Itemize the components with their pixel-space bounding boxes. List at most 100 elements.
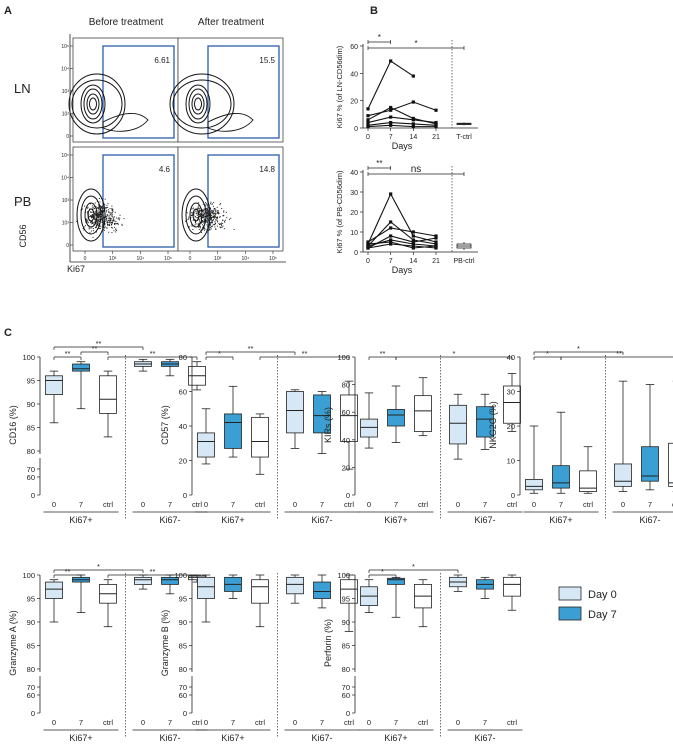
event-dot: [209, 224, 211, 226]
y-tick-label: 0: [354, 250, 358, 257]
event-dot: [196, 214, 198, 216]
significance-label: **: [380, 349, 386, 358]
event-dot: [102, 215, 104, 217]
event-dot: [197, 207, 199, 209]
series-point: [366, 244, 370, 248]
event-dot: [104, 204, 106, 206]
event-dot: [98, 207, 100, 209]
y-tick-label: 60: [342, 408, 350, 417]
event-dot: [221, 208, 223, 210]
event-dot: [107, 203, 109, 205]
event-dot: [92, 207, 94, 209]
group-label: Ki67+: [69, 733, 92, 743]
event-dot: [206, 210, 208, 212]
event-dot: [207, 226, 209, 228]
box: [251, 579, 269, 604]
x-tick-label: ctrl: [344, 718, 354, 727]
event-dot: [117, 218, 119, 220]
event-dot: [95, 206, 97, 208]
event-dot: [207, 210, 209, 212]
event-dot: [215, 219, 217, 221]
event-dot: [208, 210, 210, 212]
event-dot: [102, 214, 104, 216]
event-dot: [106, 209, 108, 211]
x-tick-label: 7: [648, 500, 652, 509]
event-dot: [213, 215, 215, 217]
event-dot: [110, 213, 112, 215]
event-dot: [102, 209, 104, 211]
series-line: [367, 235, 437, 249]
event-dot: [199, 209, 201, 211]
significance-label: *: [378, 33, 381, 42]
row-ln-label: LN: [14, 81, 31, 96]
series-point: [389, 105, 393, 110]
x-tick-label: 0: [141, 718, 145, 727]
event-dot: [89, 232, 91, 234]
event-dot: [217, 221, 219, 223]
event-dot: [211, 221, 213, 223]
event-dot: [202, 227, 204, 229]
event-dot: [109, 221, 111, 223]
series-point: [389, 226, 393, 230]
x-axis-label: Days: [392, 265, 413, 275]
event-dot: [88, 227, 90, 229]
box: [614, 463, 632, 487]
event-dot: [200, 229, 202, 231]
event-dot: [109, 222, 111, 224]
event-dot: [105, 218, 107, 220]
y-tick-label: 60: [27, 691, 35, 700]
y-tick-label: 10²: [62, 221, 70, 227]
event-dot: [206, 224, 208, 226]
event-dot: [217, 225, 219, 227]
significance-label: **: [150, 349, 156, 358]
event-dot: [210, 201, 212, 203]
series-point: [366, 125, 370, 129]
y-tick-label: 100: [22, 571, 35, 580]
y-tick-label: 95: [342, 595, 350, 604]
event-dot: [93, 221, 95, 223]
event-dot: [219, 216, 221, 218]
density-contour: [71, 79, 123, 129]
event-dot: [214, 216, 216, 218]
x-tick-label: 0: [293, 718, 297, 727]
event-dot: [207, 217, 209, 219]
event-dot: [119, 217, 121, 219]
event-dot: [103, 210, 105, 212]
event-dot: [101, 213, 103, 215]
event-dot: [96, 224, 98, 226]
row-pb-label: PB: [14, 194, 31, 209]
event-dot: [101, 206, 103, 208]
event-dot: [91, 221, 93, 223]
series-point: [389, 108, 393, 112]
event-dot: [108, 212, 110, 214]
y-tick-label: 100: [337, 571, 350, 580]
y-tick-label: 90: [179, 618, 187, 627]
density-contour: [76, 188, 106, 242]
event-dot: [208, 230, 210, 232]
event-dot: [108, 223, 110, 225]
event-dot: [215, 217, 217, 219]
event-dot: [208, 215, 210, 217]
event-dot: [102, 211, 104, 213]
event-dot: [113, 230, 115, 232]
event-dot: [97, 224, 99, 226]
event-dot: [209, 229, 211, 231]
series-point: [366, 120, 370, 125]
event-dot: [110, 223, 112, 225]
event-dot: [214, 213, 216, 215]
event-dot: [199, 211, 201, 213]
event-dot: [108, 231, 110, 233]
event-dot: [113, 222, 115, 224]
event-dot: [93, 218, 95, 220]
density-contour: [191, 93, 205, 115]
x-tick-label: 0: [204, 500, 208, 509]
event-dot: [87, 206, 89, 208]
event-dot: [95, 231, 97, 233]
y-axis-label: Granzyme B (%): [160, 610, 170, 677]
box: [503, 576, 521, 597]
event-dot: [101, 210, 103, 212]
x-tick-label: 0: [293, 500, 297, 509]
event-dot: [209, 227, 211, 229]
event-dot: [205, 208, 207, 210]
event-dot: [108, 217, 110, 219]
